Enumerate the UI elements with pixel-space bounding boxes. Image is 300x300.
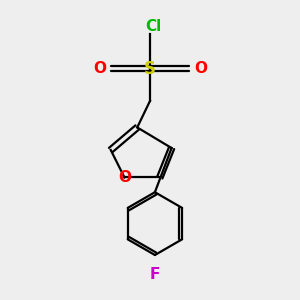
Text: O: O [93,61,106,76]
Text: Cl: Cl [145,19,161,34]
Text: O: O [194,61,207,76]
Text: S: S [144,59,156,77]
Text: O: O [118,170,131,185]
Text: F: F [150,267,160,282]
